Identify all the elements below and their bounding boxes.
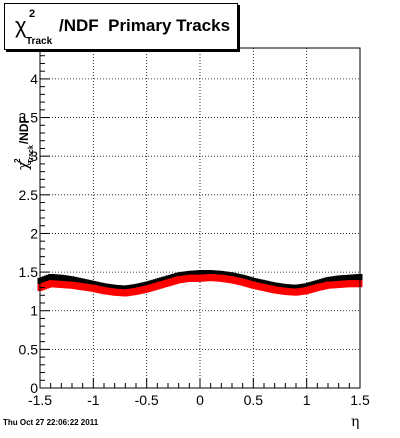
- x-tick-label: 0.5: [244, 392, 264, 408]
- y-tick-label: 1: [30, 303, 38, 319]
- x-tick-label: 1.5: [350, 392, 370, 408]
- y-axis-superscript: 2: [13, 158, 22, 163]
- y-tick-label: 2.5: [19, 187, 39, 203]
- x-tick-label: -1: [87, 392, 100, 408]
- title-text: /NDF Primary Tracks: [59, 16, 231, 35]
- y-axis-subscript: Track: [28, 145, 35, 164]
- data-series: [37, 270, 363, 297]
- axis-ticks: [39, 47, 361, 389]
- y-tick-label: 0: [30, 380, 38, 396]
- title-subscript: Track: [26, 36, 53, 47]
- y-tick-label: 3.5: [19, 110, 39, 126]
- x-axis-title: η: [351, 414, 360, 430]
- x-tick-label: -0.5: [135, 392, 159, 408]
- title-chi-symbol: χ: [15, 13, 27, 38]
- y-tick-label: 4: [30, 71, 38, 87]
- grid-lines: [40, 48, 360, 388]
- x-tick-label: 1: [303, 392, 311, 408]
- title-superscript: 2: [29, 8, 36, 20]
- y-tick-label: 3: [30, 148, 38, 164]
- x-tick-label: -1.5: [28, 392, 52, 408]
- tick-labels: -1.5 -1 -0.5 0 0.5 1 1.5 0 0.5 1 1.5 2 2.5 3 3.5 4: [19, 71, 370, 408]
- timestamp: Thu Oct 27 22:06:22 2011: [3, 418, 99, 427]
- x-tick-label: 0: [196, 392, 204, 408]
- y-tick-label: 0.5: [19, 341, 39, 357]
- title-box: χ 2 Track /NDF Primary Tracks: [4, 3, 238, 50]
- y-tick-label: 2: [30, 225, 38, 241]
- y-axis-label-text: /NDF: [17, 116, 31, 145]
- y-tick-label: 1.5: [19, 264, 39, 280]
- y-axis-title: χ2 Track/NDF: [4, 95, 44, 170]
